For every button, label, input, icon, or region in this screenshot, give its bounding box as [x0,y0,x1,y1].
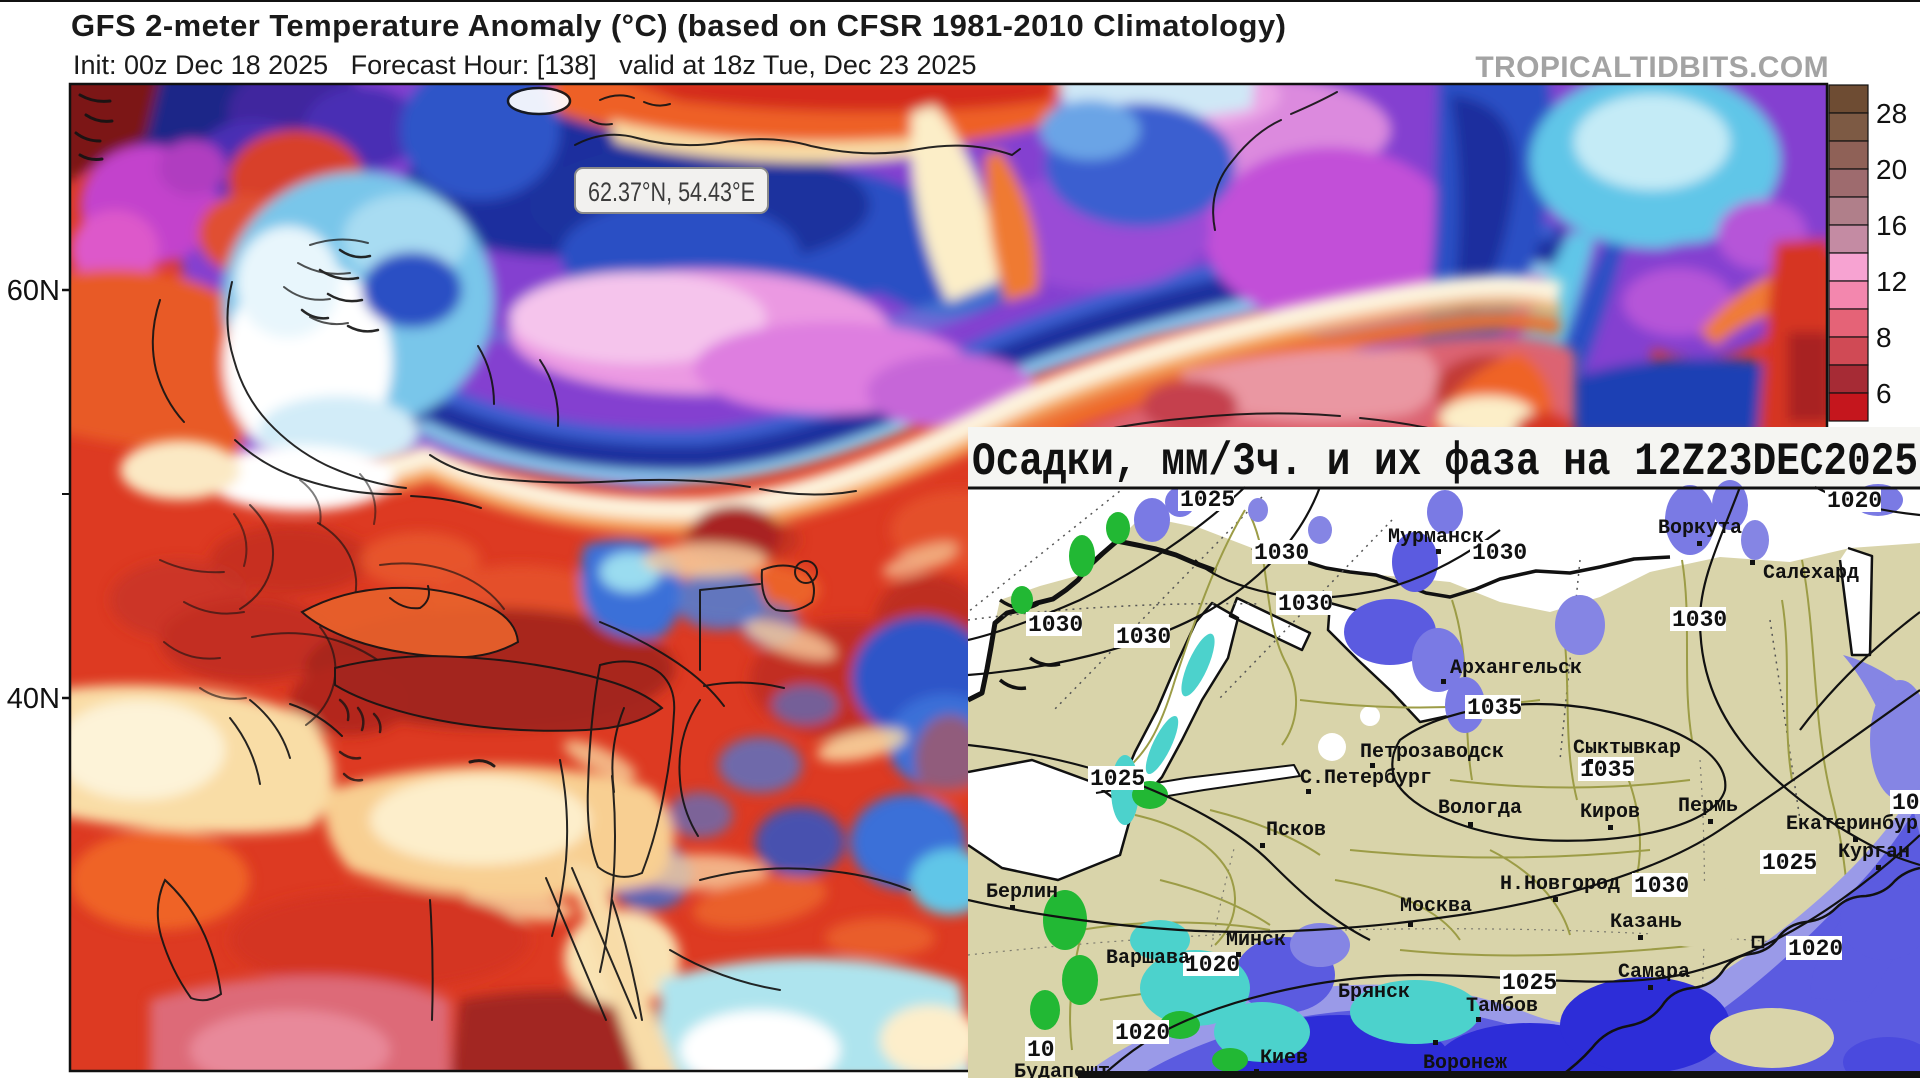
svg-text:Сыктывкар: Сыктывкар [1573,737,1681,760]
svg-text:8: 8 [1876,322,1892,353]
svg-text:40N: 40N [7,683,60,715]
svg-text:1030: 1030 [1672,607,1727,633]
svg-text:1020: 1020 [1115,1020,1170,1046]
svg-text:Берлин: Берлин [986,881,1058,904]
svg-text:12: 12 [1876,266,1907,297]
svg-text:Минск: Минск [1226,929,1286,952]
svg-text:Варшава: Варшава [1106,947,1190,970]
svg-text:Курган: Курган [1838,841,1910,864]
svg-text:1030: 1030 [1028,612,1083,638]
svg-text:Осадки, мм/3ч. и их фаза на 12: Осадки, мм/3ч. и их фаза на 12Z23DEC2025 [972,436,1918,488]
svg-text:1020: 1020 [1788,936,1843,962]
svg-text:1035: 1035 [1467,695,1522,721]
svg-text:1030: 1030 [1278,591,1333,617]
svg-text:1020: 1020 [1185,952,1240,978]
svg-text:Петрозаводск: Петрозаводск [1360,741,1504,764]
svg-text:Киев: Киев [1260,1047,1308,1070]
svg-text:Казань: Казань [1610,911,1682,934]
svg-text:20: 20 [1876,154,1907,185]
svg-text:1025: 1025 [1090,766,1145,792]
svg-text:GFS 2-meter Temperature Anomal: GFS 2-meter Temperature Anomaly (°C) (ba… [71,8,1286,43]
svg-text:1030: 1030 [1116,624,1171,650]
svg-text:Москва: Москва [1400,895,1472,918]
svg-text:Воркута: Воркута [1658,517,1742,540]
svg-text:1025: 1025 [1762,850,1817,876]
svg-text:Н.Новгород: Н.Новгород [1500,873,1620,896]
svg-text:Салехард: Салехард [1763,562,1859,585]
svg-text:Брянск: Брянск [1338,981,1410,1004]
svg-text:Тамбов: Тамбов [1466,995,1538,1018]
svg-text:1030: 1030 [1254,540,1309,566]
svg-text:1020: 1020 [1827,488,1882,514]
svg-text:62.37°N, 54.43°E: 62.37°N, 54.43°E [588,177,755,207]
svg-text:Init: 00z Dec 18 2025 Foreca: Init: 00z Dec 18 2025 Forecast Hour: [13… [73,50,977,80]
svg-text:Екатеринбург: Екатеринбург [1786,813,1920,836]
svg-text:1030: 1030 [1634,873,1689,899]
svg-text:16: 16 [1876,210,1907,241]
svg-text:6: 6 [1876,378,1892,409]
svg-text:28: 28 [1876,98,1907,129]
svg-text:60N: 60N [7,275,60,307]
svg-text:10: 10 [1892,790,1920,816]
svg-text:Киров: Киров [1580,801,1640,824]
svg-text:10: 10 [1027,1037,1055,1063]
svg-text:1030: 1030 [1472,540,1527,566]
svg-text:Мурманск: Мурманск [1388,526,1484,549]
svg-text:Архангельск: Архангельск [1450,657,1582,680]
svg-text:Вологда: Вологда [1438,797,1522,820]
svg-text:Псков: Псков [1266,819,1326,842]
svg-text:Пермь: Пермь [1678,795,1738,818]
svg-text:С.Петербург: С.Петербург [1300,767,1432,790]
svg-text:Воронеж: Воронеж [1423,1052,1507,1075]
svg-text:TROPICALTIDBITS.COM: TROPICALTIDBITS.COM [1475,51,1829,84]
svg-text:1025: 1025 [1180,487,1235,513]
svg-text:Самара: Самара [1618,961,1690,984]
svg-text:1025: 1025 [1502,970,1557,996]
